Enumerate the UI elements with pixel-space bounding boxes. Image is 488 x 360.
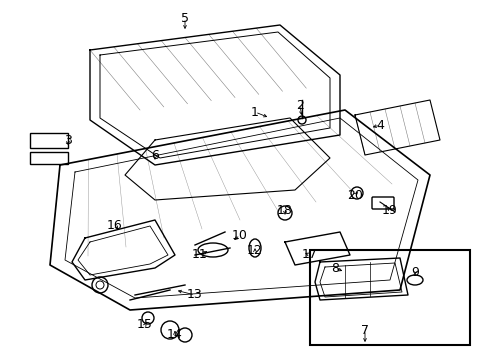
Text: 19: 19 [381,203,397,216]
Bar [30,133,68,148]
Text: 5: 5 [181,12,189,24]
Text: 13: 13 [187,288,203,302]
Text: 1: 1 [250,105,259,118]
FancyBboxPatch shape [371,197,393,209]
Circle shape [142,312,154,324]
Text: 14: 14 [167,328,183,342]
Ellipse shape [198,243,227,257]
Circle shape [278,206,291,220]
Text: 16: 16 [107,219,122,231]
Text: 12: 12 [246,243,263,257]
Text: 18: 18 [277,203,292,216]
Text: 11: 11 [192,248,207,261]
Text: 17: 17 [302,248,317,261]
Text: 2: 2 [295,99,304,112]
Text: 3: 3 [64,134,72,147]
Ellipse shape [406,275,422,285]
Circle shape [350,187,362,199]
Text: 10: 10 [232,229,247,242]
Text: 9: 9 [410,266,418,279]
Text: 6: 6 [151,149,159,162]
Text: 7: 7 [360,324,368,337]
Circle shape [297,116,305,124]
Text: 4: 4 [375,118,383,131]
Ellipse shape [248,239,261,257]
Text: 20: 20 [346,189,362,202]
Circle shape [96,281,104,289]
Text: 8: 8 [330,261,338,274]
Circle shape [92,277,108,293]
Circle shape [161,321,179,339]
Text: 15: 15 [137,319,153,332]
Bar [30,152,68,164]
Circle shape [178,328,192,342]
Bar [309,250,469,345]
